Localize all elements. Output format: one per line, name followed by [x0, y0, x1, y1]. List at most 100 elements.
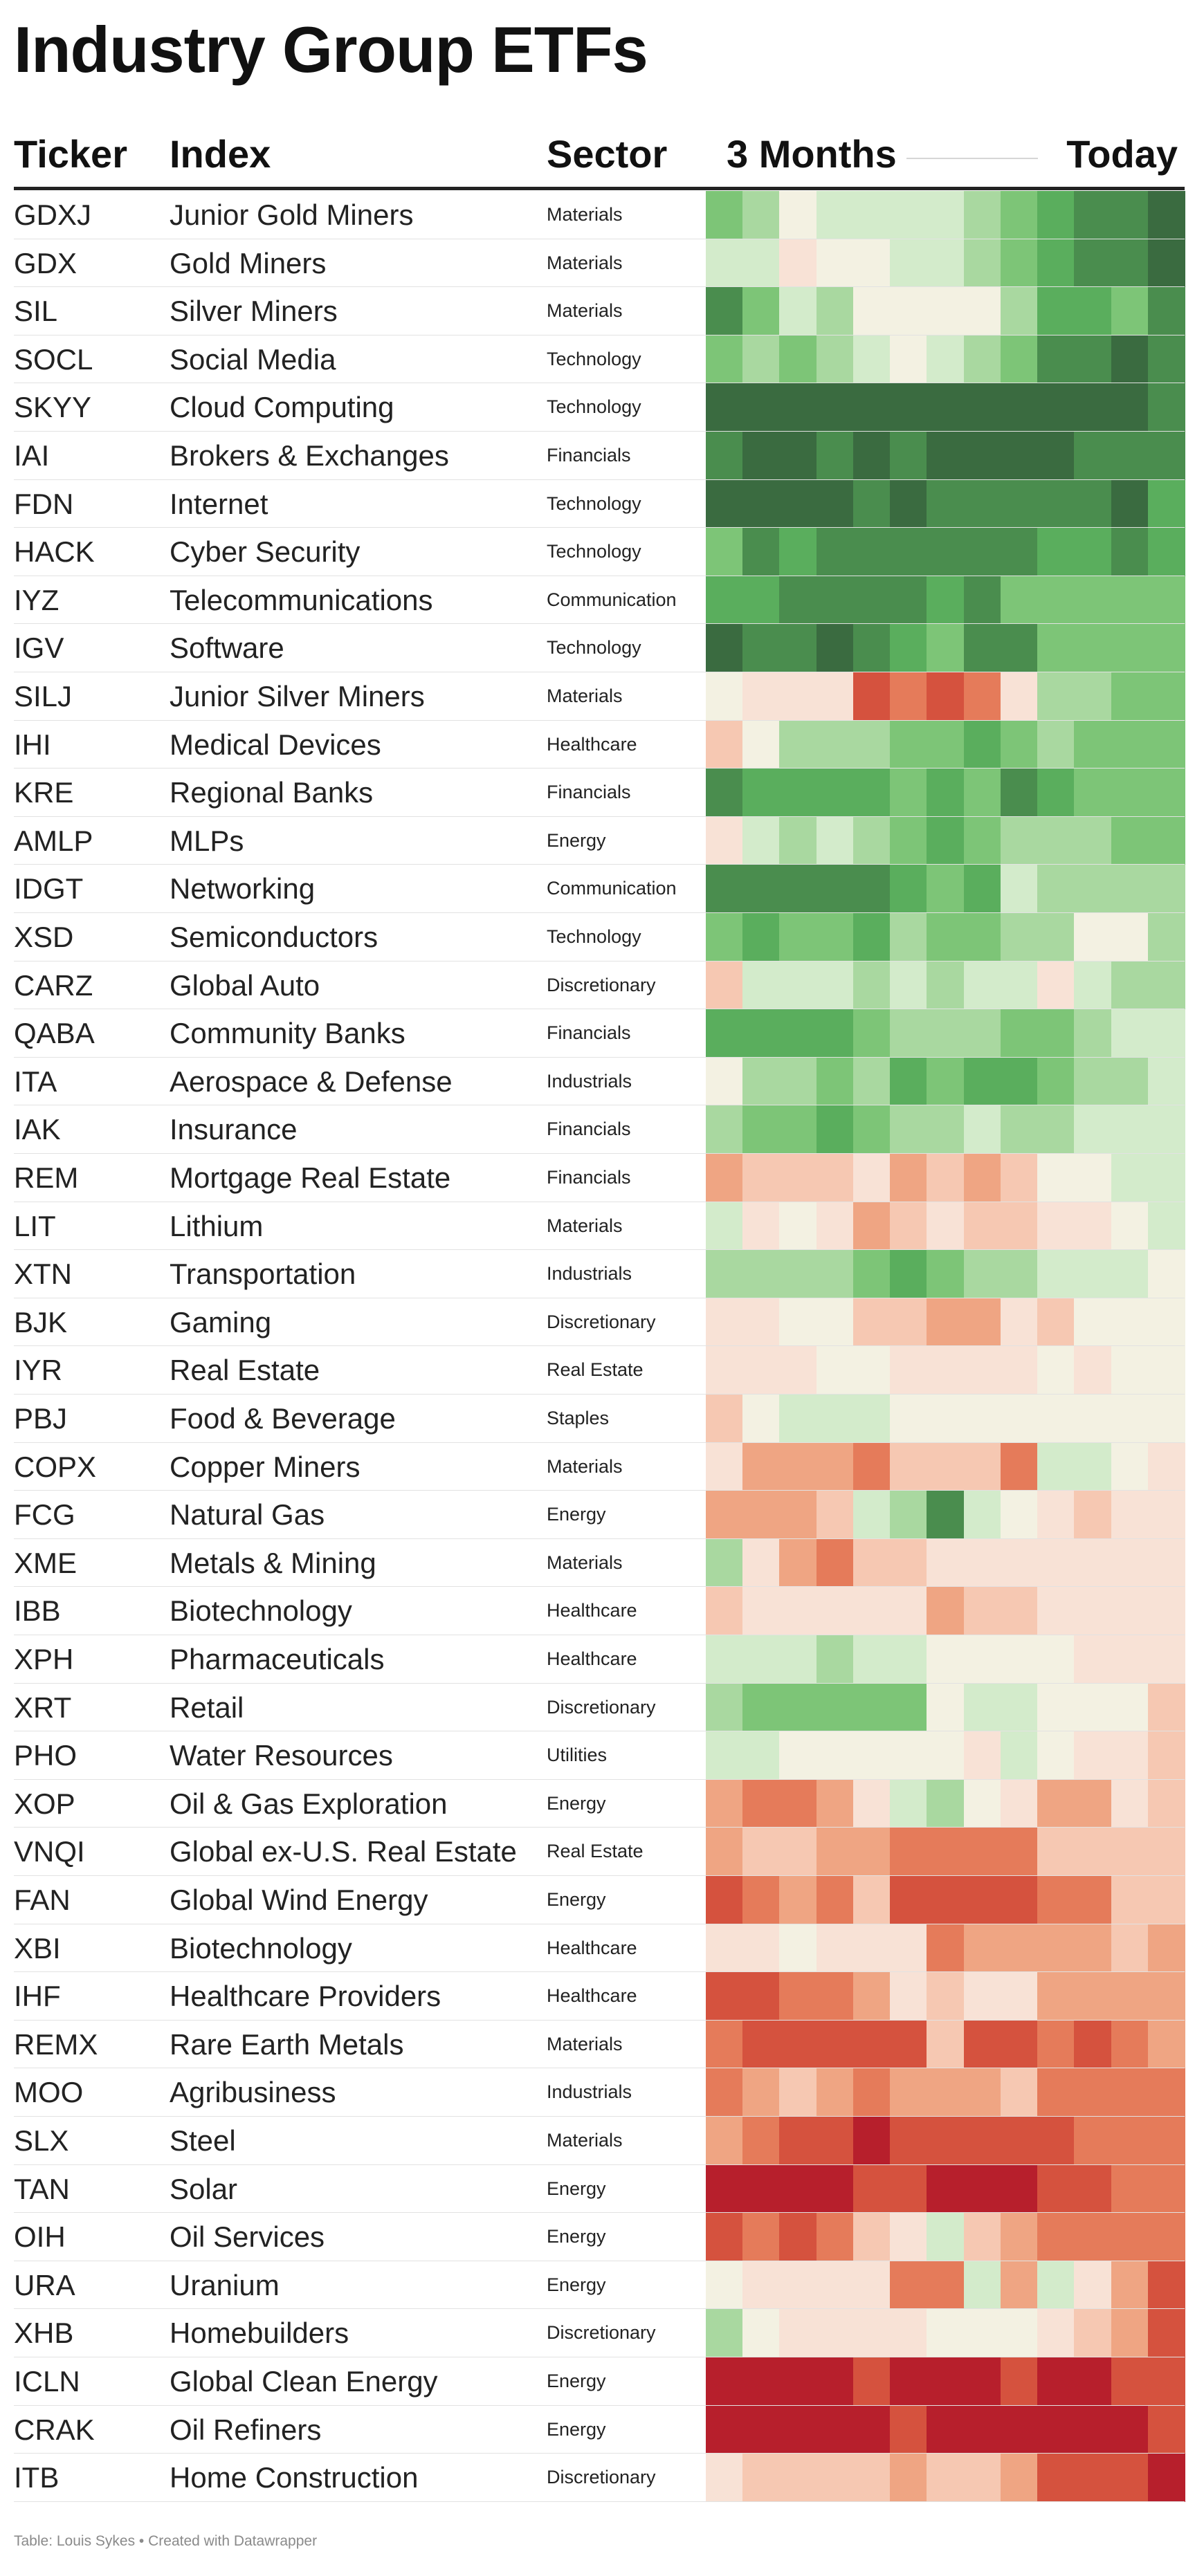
row-divider: [14, 2308, 1185, 2310]
table-row[interactable]: CRAK Oil Refiners Energy: [14, 2405, 1185, 2454]
table-row[interactable]: XHB Homebuilders Discretionary: [14, 2309, 1185, 2357]
heatmap-cell: [1147, 1491, 1185, 1539]
table-row[interactable]: XTN Transportation Industrials: [14, 1250, 1185, 1298]
table-row[interactable]: GDXJ Junior Gold Miners Materials: [14, 191, 1185, 239]
table-row[interactable]: XOP Oil & Gas Exploration Energy: [14, 1779, 1185, 1828]
heatmap-cell: [1000, 1924, 1038, 1973]
table-row[interactable]: SOCL Social Media Technology: [14, 335, 1185, 384]
row-divider: [14, 1490, 1185, 1491]
sector-cell: Communication: [547, 878, 677, 899]
heatmap-cell: [852, 1587, 891, 1635]
ticker-cell: XRT: [14, 1691, 72, 1724]
heatmap-cell: [816, 913, 854, 962]
table-row[interactable]: FAN Global Wind Energy Energy: [14, 1876, 1185, 1924]
heatmap-strip: [706, 191, 1185, 239]
table-row[interactable]: IAK Insurance Financials: [14, 1105, 1185, 1154]
table-row[interactable]: IHF Healthcare Providers Healthcare: [14, 1972, 1185, 2021]
heatmap-cell: [927, 1731, 965, 1780]
table-row[interactable]: PHO Water Resources Utilities: [14, 1731, 1185, 1780]
heatmap-cell: [963, 479, 1001, 528]
table-row[interactable]: PBJ Food & Beverage Staples: [14, 1395, 1185, 1443]
ticker-cell: IBB: [14, 1594, 61, 1628]
table-row[interactable]: REM Mortgage Real Estate Financials: [14, 1154, 1185, 1202]
heatmap-cell: [706, 191, 743, 239]
table-row[interactable]: SKYY Cloud Computing Technology: [14, 383, 1185, 432]
heatmap-cell: [742, 769, 781, 817]
table-row[interactable]: XSD Semiconductors Technology: [14, 913, 1185, 962]
index-cell: Lithium: [170, 1209, 264, 1242]
table-row[interactable]: IYZ Telecommunications Communication: [14, 576, 1185, 625]
index-cell: Global Clean Energy: [170, 2365, 438, 2398]
heatmap-cell: [1037, 913, 1075, 962]
heatmap-cell: [852, 769, 891, 817]
heatmap-cell: [1000, 865, 1038, 913]
index-cell: Medical Devices: [170, 728, 381, 761]
table-row[interactable]: TAN Solar Energy: [14, 2164, 1185, 2214]
table-row[interactable]: IBB Biotechnology Healthcare: [14, 1587, 1185, 1635]
heatmap-cell: [706, 432, 743, 480]
heatmap-cell: [963, 1105, 1001, 1154]
table-row[interactable]: AMLP MLPs Energy: [14, 816, 1185, 865]
table-row[interactable]: FCG Natural Gas Energy: [14, 1491, 1185, 1539]
table-row[interactable]: IAI Brokers & Exchanges Financials: [14, 432, 1185, 480]
table-row[interactable]: SIL Silver Miners Materials: [14, 287, 1185, 335]
column-header-sector[interactable]: Sector: [547, 132, 668, 176]
heatmap-cell: [927, 1538, 965, 1588]
table-row[interactable]: LIT Lithium Materials: [14, 1202, 1185, 1251]
heatmap-cell: [927, 1491, 965, 1539]
heatmap-cell: [963, 913, 1001, 962]
heatmap-cell: [890, 335, 927, 384]
heatmap-cell: [1000, 1009, 1038, 1058]
table-row[interactable]: VNQI Global ex-U.S. Real Estate Real Estat…: [14, 1828, 1185, 1876]
table-row[interactable]: COPX Copper Miners Materials: [14, 1442, 1185, 1491]
row-divider: [14, 623, 1185, 625]
column-header-ticker[interactable]: Ticker: [14, 132, 127, 176]
table-row[interactable]: ICLN Global Clean Energy Energy: [14, 2357, 1185, 2406]
sector-cell: Energy: [547, 2226, 606, 2247]
heatmap-cell: [742, 1395, 781, 1443]
sector-cell: Industrials: [547, 1263, 632, 1285]
heatmap-cell: [963, 2213, 1001, 2261]
row-divider: [14, 1249, 1185, 1251]
table-row[interactable]: XME Metals & Mining Materials: [14, 1538, 1185, 1588]
table-row[interactable]: SILJ Junior Silver Miners Materials: [14, 672, 1185, 721]
heatmap-cell: [852, 2164, 891, 2214]
footer-credit: Table: Louis Sykes • Created with Datawr…: [14, 2533, 318, 2549]
table-row[interactable]: FDN Internet Technology: [14, 479, 1185, 528]
heatmap-cell: [1037, 1635, 1075, 1684]
heatmap-cell: [779, 576, 817, 625]
table-row[interactable]: BJK Gaming Discretionary: [14, 1298, 1185, 1347]
table-row[interactable]: IHI Medical Devices Healthcare: [14, 720, 1185, 769]
heatmap-cell: [927, 1587, 965, 1635]
table-row[interactable]: GDX Gold Miners Materials: [14, 239, 1185, 288]
table-row[interactable]: IGV Software Technology: [14, 624, 1185, 672]
table-row[interactable]: XRT Retail Discretionary: [14, 1683, 1185, 1732]
table-row[interactable]: ITA Aerospace & Defense Industrials: [14, 1057, 1185, 1106]
heatmap-cell: [816, 1538, 854, 1588]
table-row[interactable]: MOO Agribusiness Industrials: [14, 2068, 1185, 2117]
table-row[interactable]: KRE Regional Banks Financials: [14, 769, 1185, 817]
heatmap-cell: [1074, 2357, 1112, 2406]
heatmap-cell: [963, 961, 1001, 1010]
table-row[interactable]: QABA Community Banks Financials: [14, 1009, 1185, 1058]
table-row[interactable]: OIH Oil Services Energy: [14, 2213, 1185, 2261]
heatmap-cell: [963, 528, 1001, 576]
table-row[interactable]: URA Uranium Energy: [14, 2261, 1185, 2310]
heatmap-cell: [927, 2068, 965, 2117]
table-row[interactable]: CARZ Global Auto Discretionary: [14, 961, 1185, 1010]
table-row[interactable]: ITB Home Construction Discretionary: [14, 2454, 1185, 2502]
heatmap-cell: [1111, 1057, 1149, 1106]
heatmap-cell: [852, 1731, 891, 1780]
table-row[interactable]: XBI Biotechnology Healthcare: [14, 1924, 1185, 1973]
table-row[interactable]: SLX Steel Materials: [14, 2117, 1185, 2165]
ticker-cell: IHI: [14, 728, 51, 761]
heatmap-cell: [816, 335, 854, 384]
table-row[interactable]: IDGT Networking Communication: [14, 865, 1185, 913]
table-row[interactable]: REMX Rare Earth Metals Materials: [14, 2020, 1185, 2069]
table-row[interactable]: IYR Real Estate Real Estate: [14, 1346, 1185, 1395]
column-header-index[interactable]: Index: [170, 132, 271, 176]
table-row[interactable]: HACK Cyber Security Technology: [14, 528, 1185, 576]
heatmap-cell: [816, 1009, 854, 1058]
table-row[interactable]: XPH Pharmaceuticals Healthcare: [14, 1635, 1185, 1684]
heatmap-cell: [852, 2405, 891, 2454]
